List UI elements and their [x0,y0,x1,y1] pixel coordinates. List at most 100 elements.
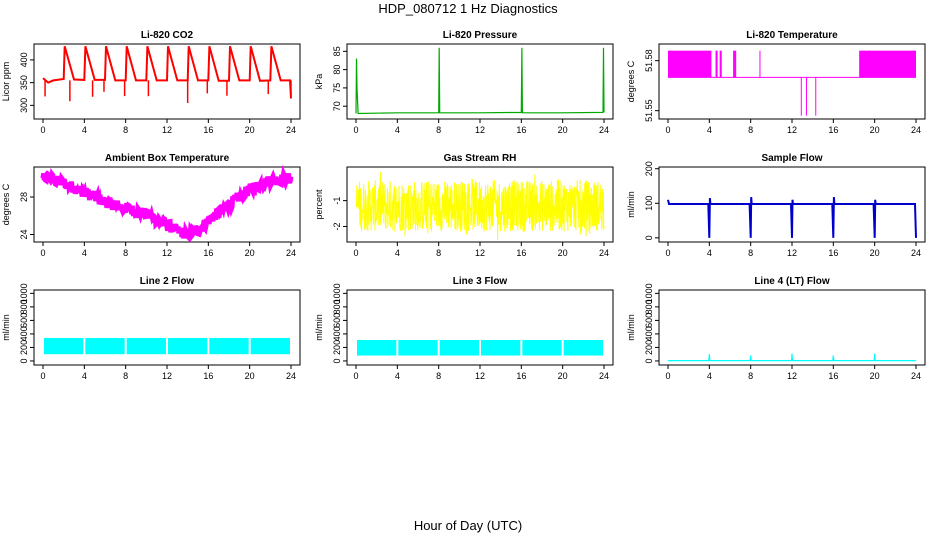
series-band [439,340,479,356]
y-tick-label: 51.55 [644,99,654,122]
y-axis-label: ml/min [626,314,636,341]
y-tick-label: 1000 [332,283,342,303]
y-axis-label: ml/min [314,314,324,341]
x-tick-label: 16 [203,371,213,381]
x-tick-label: 24 [911,371,921,381]
series-band [668,50,712,78]
y-tick-label: -2 [332,222,342,230]
series-band [250,337,290,355]
x-tick-label: 12 [787,371,797,381]
y-tick-label: 200 [644,161,654,176]
y-tick-label: 80 [332,65,342,75]
x-tick-label: 24 [286,125,296,135]
chart-panel: Line 3 Flow ml/min 0 4 8 12 16 20 24 0 20040060080… [314,276,614,381]
y-tick-label: 28 [19,192,29,202]
x-tick-label: 0 [353,371,358,381]
series-band [126,337,166,355]
y-tick-label: 800 [644,299,654,314]
y-tick-label: 400 [644,326,654,341]
y-axis-label: Licor ppm [1,62,11,102]
x-tick-label: 20 [245,371,255,381]
panel-title: Li-820 Pressure [443,30,518,41]
y-axis-label: ml/min [1,314,11,341]
y-tick-label: 400 [332,326,342,341]
x-tick-label: 8 [748,371,753,381]
series-band [209,337,249,355]
y-tick-label: 600 [19,313,29,328]
x-tick-label: 24 [286,248,296,258]
x-tick-label: 20 [558,371,568,381]
x-tick-label: 8 [748,248,753,258]
y-tick-label: 0 [644,358,654,363]
series-band [168,337,208,355]
x-tick-label: 0 [665,125,670,135]
y-tick-label: 75 [332,83,342,93]
series-band [733,50,737,78]
x-tick-label: 4 [707,248,712,258]
x-tick-label: 12 [162,125,172,135]
y-tick-label: 1000 [19,283,29,303]
x-tick-label: 16 [203,248,213,258]
y-tick-label: 400 [19,52,29,67]
x-tick-label: 12 [787,248,797,258]
x-tick-label: 4 [395,248,400,258]
series-band [357,340,397,356]
x-tick-label: 8 [748,125,753,135]
x-tick-label: 24 [599,248,609,258]
panel-title: Li-820 Temperature [746,30,838,41]
panel-title: Line 3 Flow [453,276,508,287]
y-tick-label: 300 [19,98,29,113]
x-tick-label: 24 [911,125,921,135]
x-tick-label: 8 [123,371,128,381]
x-tick-label: 12 [475,248,485,258]
panel-title: Sample Flow [761,153,822,164]
x-tick-label: 16 [516,125,526,135]
chart-panel: Sample Flow ml/min 0 4 8 12 16 20 24 0 100 200 [626,153,926,258]
x-tick-label: 0 [353,125,358,135]
x-tick-label: 0 [40,125,45,135]
y-tick-label: 0 [644,235,654,240]
y-tick-label: 0 [332,358,342,363]
y-tick-label: 51.58 [644,49,654,72]
x-tick-label: 24 [599,125,609,135]
chart-panel: Li-820 Temperature degrees C 0 4 8 12 16 20 24 51… [626,30,926,135]
x-tick-label: 20 [870,125,880,135]
x-tick-label: 4 [82,371,87,381]
y-axis-label: percent [314,189,324,220]
x-tick-label: 4 [395,125,400,135]
y-tick-label: 350 [19,75,29,90]
series-line [355,171,605,240]
y-axis-label: ml/min [626,191,636,218]
series-band [719,50,722,78]
series-line [42,46,292,99]
y-tick-label: 600 [644,313,654,328]
x-tick-label: 8 [436,125,441,135]
x-tick-label: 4 [82,125,87,135]
y-tick-label: 1000 [644,283,654,303]
x-tick-label: 0 [665,248,670,258]
y-tick-label: 0 [19,358,29,363]
chart-panel: Line 4 (LT) Flow ml/min 0 4 8 12 16 20 24 0 200400… [626,276,926,381]
x-axis-label: Hour of Day (UTC) [413,518,523,533]
x-tick-label: 0 [40,248,45,258]
series-band [859,50,916,78]
x-tick-label: 24 [599,371,609,381]
page-title: HDP_080712 1 Hz Diagnostics [378,1,558,16]
y-tick-label: 800 [332,299,342,314]
x-tick-label: 4 [707,371,712,381]
x-tick-label: 24 [286,371,296,381]
x-tick-label: 20 [870,248,880,258]
panel-title: Gas Stream RH [444,153,517,164]
series-band [44,337,84,355]
x-tick-label: 16 [203,125,213,135]
chart-panel: Line 2 Flow ml/min 0 4 8 12 16 20 24 0 20040060080… [1,276,301,381]
x-tick-label: 12 [162,248,172,258]
plot-frame [346,43,614,120]
series-band [398,340,438,356]
chart-panel: Ambient Box Temperature degrees C 0 4 8 12 16 2… [1,153,301,258]
series-band [563,340,603,356]
x-tick-label: 8 [123,125,128,135]
x-tick-label: 20 [870,371,880,381]
x-tick-label: 20 [245,248,255,258]
